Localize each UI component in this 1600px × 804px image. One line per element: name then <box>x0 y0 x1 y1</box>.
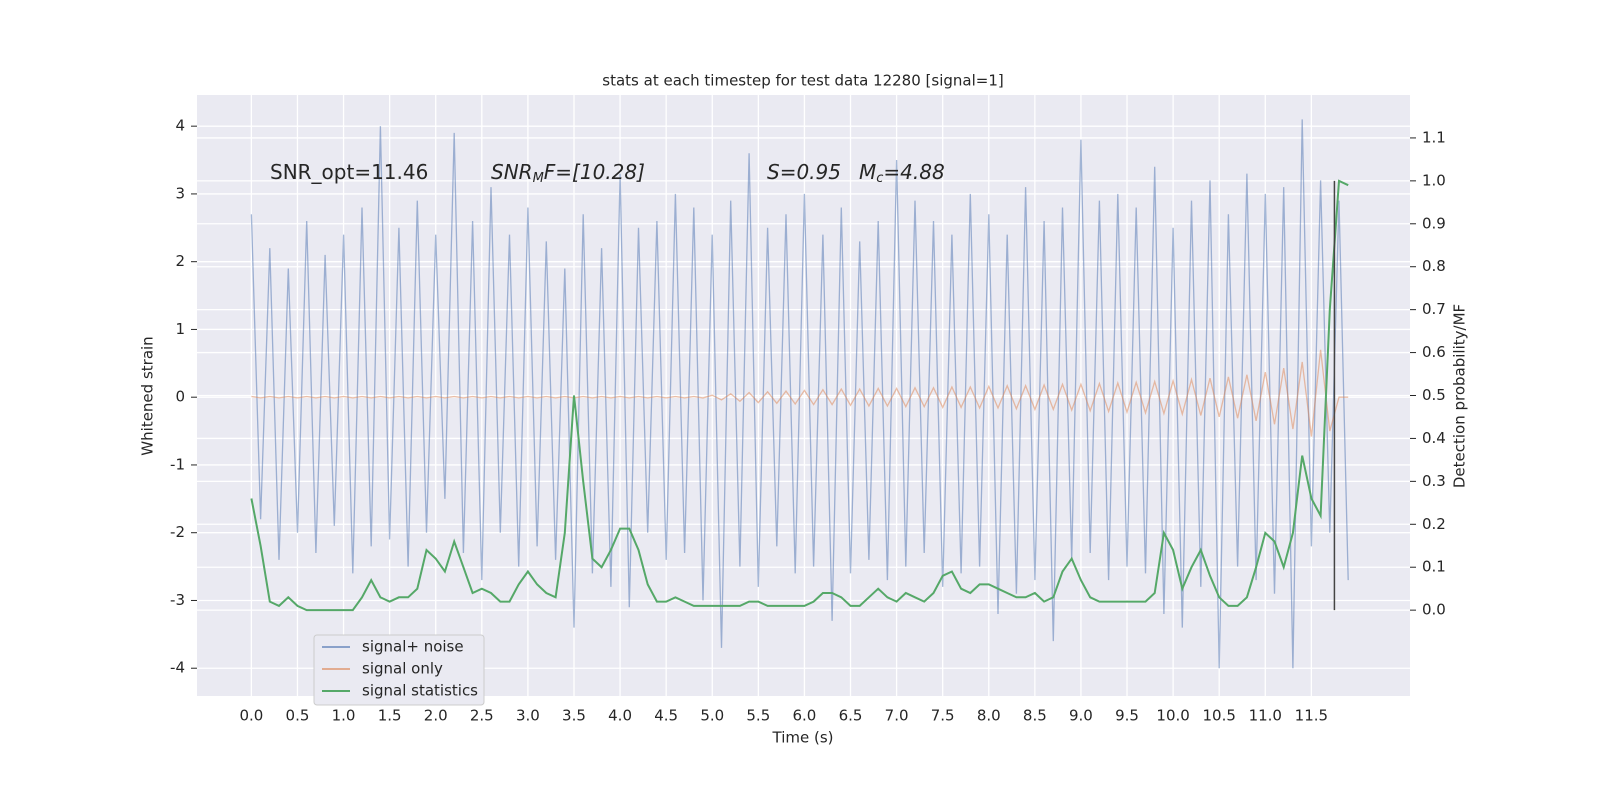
y2-tick-label: 0.8 <box>1422 257 1446 275</box>
chart-title: stats at each timestep for test data 122… <box>602 72 1003 90</box>
legend-label: signal+ noise <box>362 638 464 656</box>
x-tick-label: 7.0 <box>885 707 909 725</box>
x-tick-label: 1.0 <box>332 707 356 725</box>
annotation-part: SNR <box>491 160 533 184</box>
x-tick-label: 10.0 <box>1156 707 1189 725</box>
annotation: S=0.95 <box>767 160 841 184</box>
y2-tick-label: 0.4 <box>1422 429 1446 447</box>
y-tick-label: -1 <box>170 455 185 473</box>
annotation-part: F=[10.28] <box>544 160 645 184</box>
annotation: SNR_opt=11.46 <box>270 160 428 184</box>
x-tick-label: 5.5 <box>746 707 770 725</box>
y-tick-label: 1 <box>175 320 185 338</box>
x-tick-label: 2.0 <box>424 707 448 725</box>
x-tick-label: 6.0 <box>792 707 816 725</box>
annotation-part: M <box>533 171 544 186</box>
annotation-part: SNR_opt=11.46 <box>270 160 428 184</box>
y2-tick-label: 0.2 <box>1422 515 1446 533</box>
y2-axis-label: Detection probability/MF <box>1451 304 1469 488</box>
x-tick-label: 8.5 <box>1023 707 1047 725</box>
x-tick-label: 8.0 <box>977 707 1001 725</box>
series-line <box>250 119 1349 669</box>
legend: signal+ noise signal only signal statistic… <box>313 634 485 706</box>
y-tick-label: 0 <box>175 388 185 406</box>
legend-label: signal statistics <box>362 682 478 700</box>
series-line <box>250 179 1349 612</box>
x-tick-label: 1.5 <box>378 707 402 725</box>
legend-label: signal only <box>362 660 443 678</box>
annotation-part: =4.88 <box>883 160 944 184</box>
x-tick-label: 11.5 <box>1295 707 1328 725</box>
annotation-part: M <box>859 160 876 184</box>
x-tick-label: 4.5 <box>654 707 678 725</box>
y2-tick-label: 0.6 <box>1422 343 1446 361</box>
x-tick-label: 9.5 <box>1115 707 1139 725</box>
annotation: Mc=4.88 <box>859 160 945 186</box>
annotation-part: c <box>876 171 883 186</box>
y2-tick-label: 1.0 <box>1422 171 1446 189</box>
x-tick-label: 6.5 <box>839 707 863 725</box>
x-tick-label: 3.0 <box>516 707 540 725</box>
x-tick-label: 7.5 <box>931 707 955 725</box>
x-tick-label: 10.5 <box>1202 707 1235 725</box>
y-tick-label: -3 <box>170 591 185 609</box>
y2-tick-label: 0.9 <box>1422 214 1446 232</box>
x-axis-label: Time (s) <box>772 729 834 747</box>
annotation-part: =0.95 <box>780 160 841 184</box>
y-tick-label: 4 <box>175 117 185 135</box>
x-tick-label: 3.5 <box>562 707 586 725</box>
series-line <box>251 349 1349 437</box>
y-axis-label: Whitened strain <box>139 336 157 455</box>
legend-box <box>313 634 485 706</box>
y2-tick-label: 1.1 <box>1422 128 1446 146</box>
annotation-part: S <box>767 160 780 184</box>
y2-tick-label: 0.1 <box>1422 558 1446 576</box>
y-tick-label: -2 <box>170 523 185 541</box>
x-tick-label: 2.5 <box>470 707 494 725</box>
y-tick-label: -4 <box>170 659 185 677</box>
x-tick-label: 4.0 <box>608 707 632 725</box>
x-tick-label: 5.0 <box>700 707 724 725</box>
y-tick-label: 2 <box>175 252 185 270</box>
y-tick-label: 3 <box>175 184 185 202</box>
y2-tick-label: 0.3 <box>1422 472 1446 490</box>
x-tick-label: 0.5 <box>286 707 310 725</box>
annotation: SNRMF=[10.28] <box>491 160 645 186</box>
x-tick-label: 9.0 <box>1069 707 1093 725</box>
y2-tick-label: 0.7 <box>1422 300 1446 318</box>
y2-tick-label: 0.5 <box>1422 386 1446 404</box>
x-tick-label: 0.0 <box>239 707 263 725</box>
y2-tick-label: 0.0 <box>1422 601 1446 619</box>
x-tick-label: 11.0 <box>1249 707 1282 725</box>
